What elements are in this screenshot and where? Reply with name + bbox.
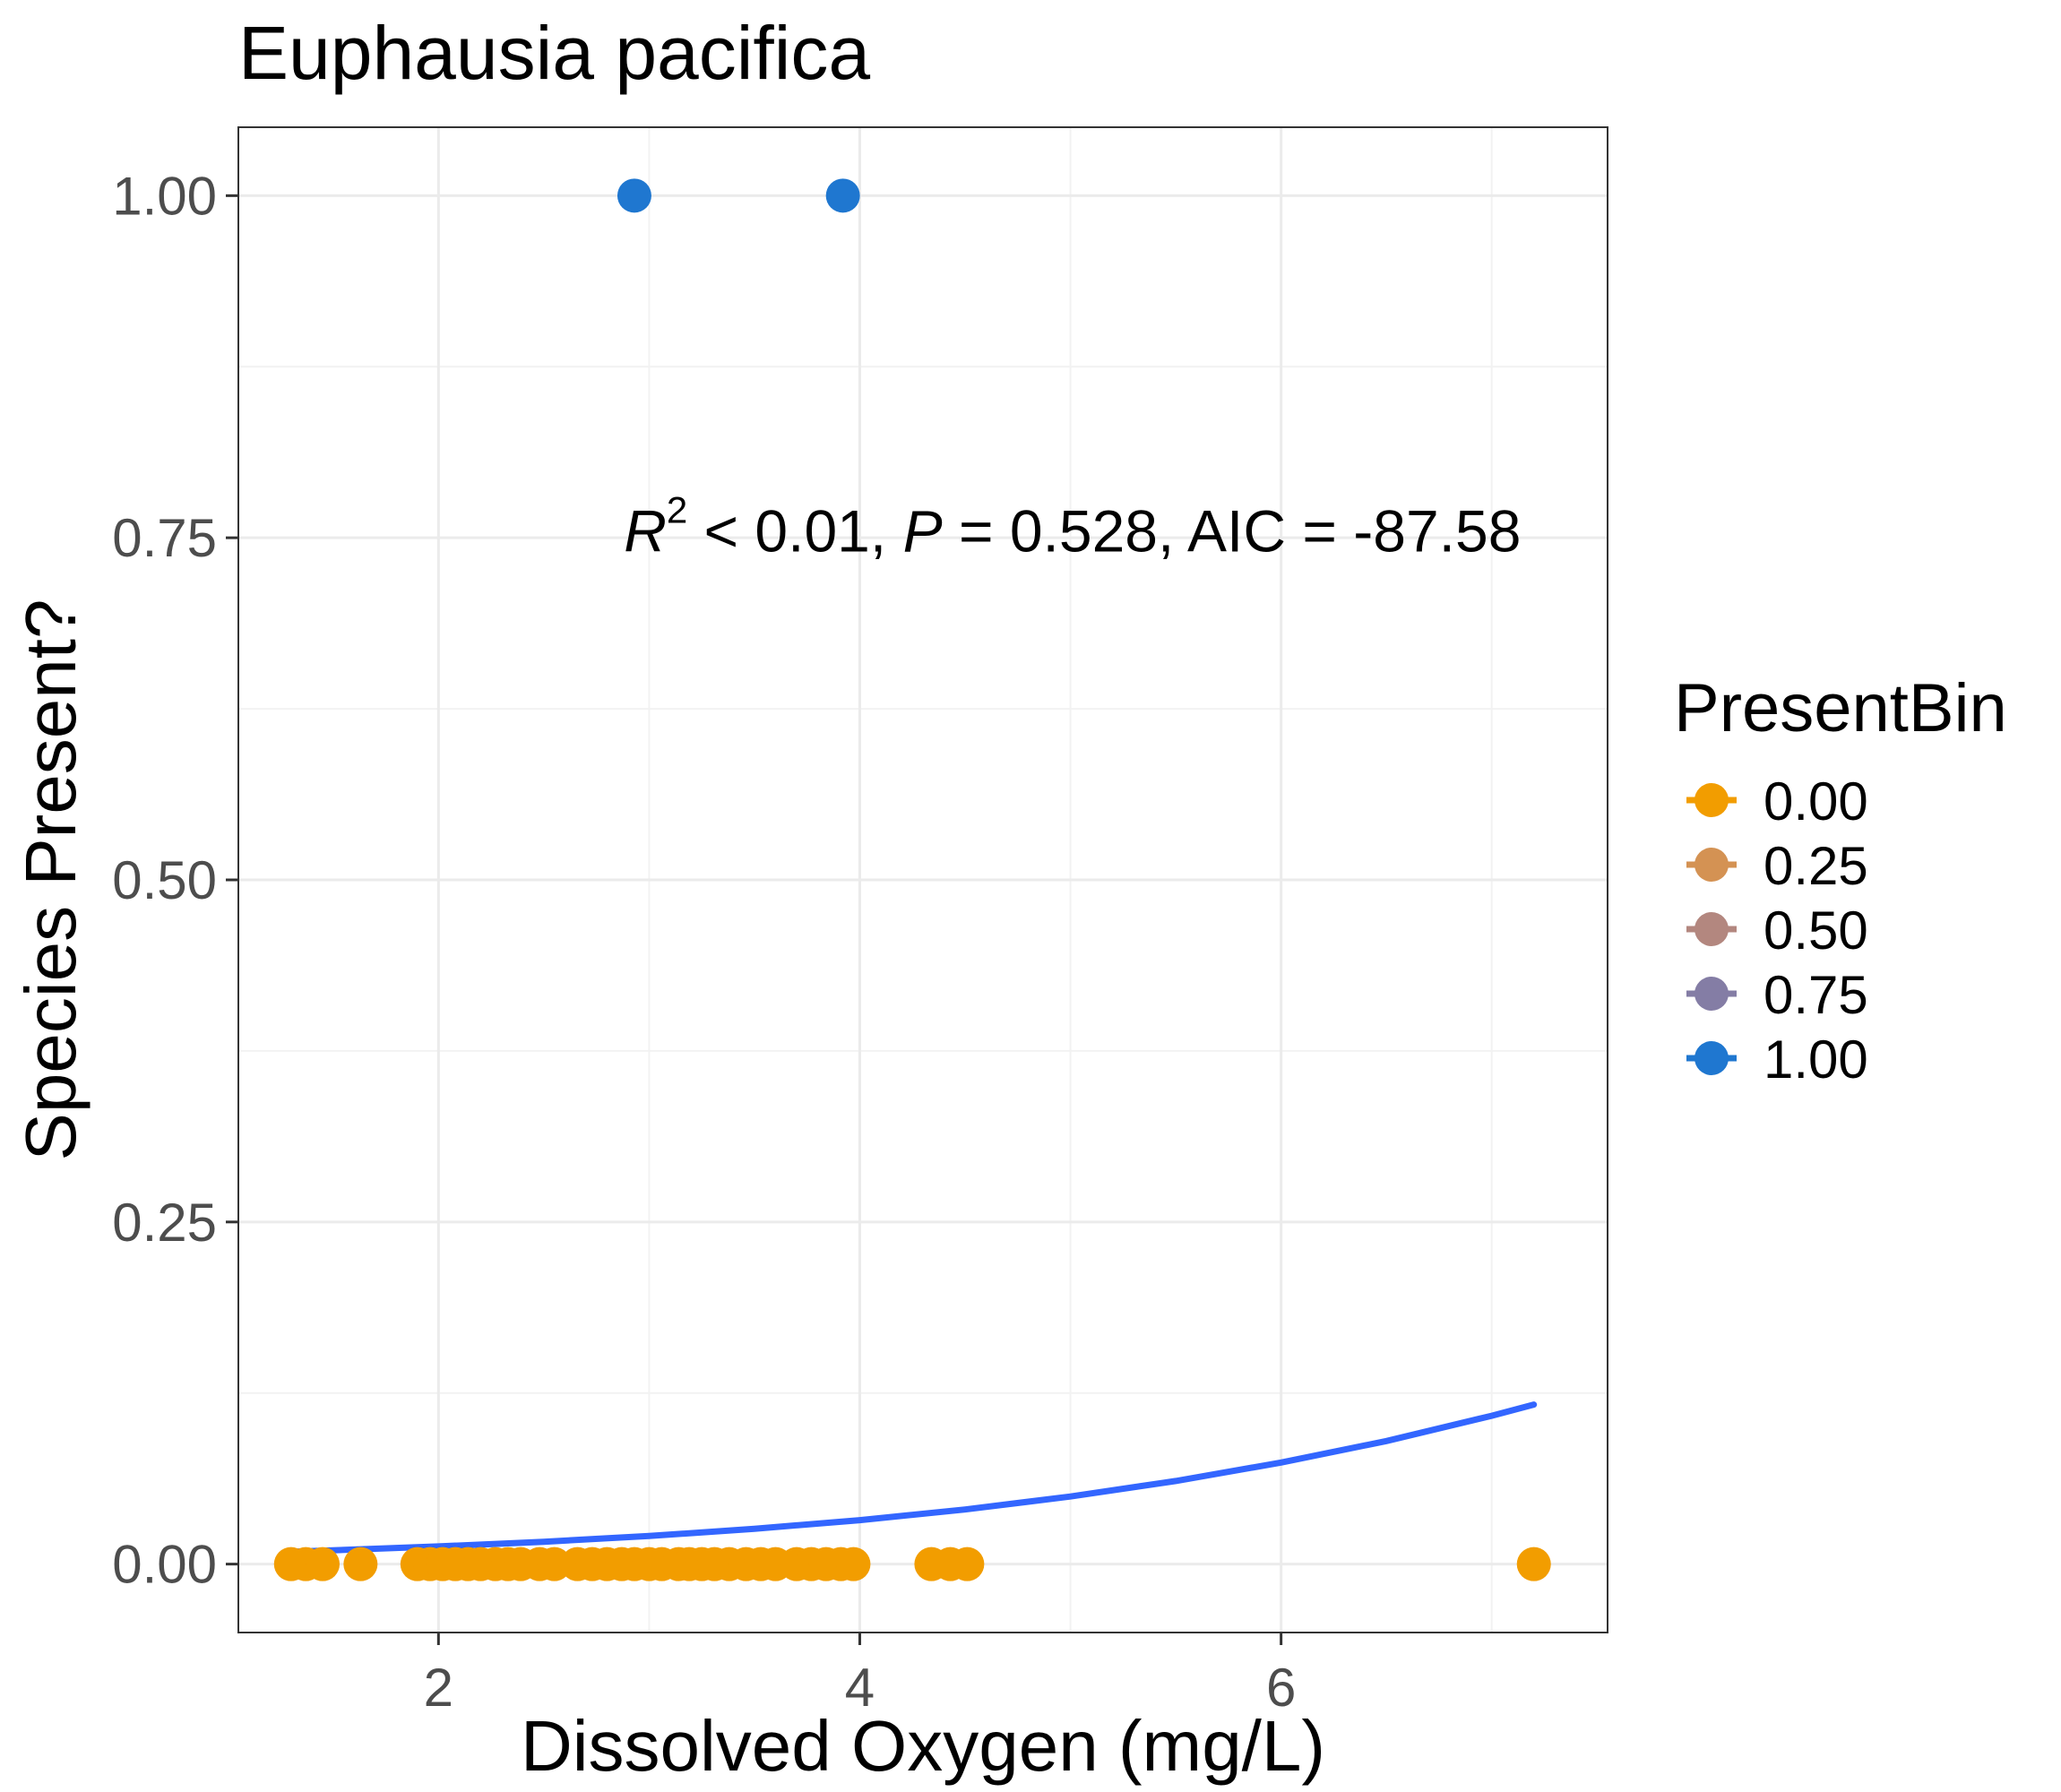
stats-annotation: R2 < 0.01, P = 0.528, AIC = -87.58 <box>624 488 1521 564</box>
x-tick-label: 2 <box>424 1658 453 1718</box>
legend-item: 1.00 <box>1686 1030 1868 1090</box>
x-tick-label: 6 <box>1266 1658 1296 1718</box>
data-point <box>617 178 651 213</box>
x-tick-label: 4 <box>845 1658 875 1718</box>
fit-line-layer <box>288 1401 1538 1555</box>
fit-curve <box>288 1401 1538 1555</box>
y-tick-label: 0.25 <box>112 1193 217 1253</box>
data-point <box>950 1546 985 1581</box>
y-axis: 0.00 0.25 0.50 0.75 1.00 <box>112 166 238 1595</box>
y-tick-label: 0.00 <box>112 1535 217 1595</box>
legend-label: 0.00 <box>1763 771 1868 831</box>
y-axis-label: Species Present? <box>11 599 91 1160</box>
chart-title: Euphausia pacifica <box>238 11 870 95</box>
data-points <box>273 178 1551 1581</box>
y-tick-label: 0.75 <box>112 508 217 568</box>
legend-item: 0.00 <box>1686 771 1868 831</box>
legend-item: 0.25 <box>1686 836 1868 896</box>
legend-item: 0.50 <box>1686 900 1868 961</box>
y-tick-label: 1.00 <box>112 166 217 226</box>
y-tick-label: 0.50 <box>112 850 217 910</box>
legend-label: 1.00 <box>1763 1030 1868 1090</box>
x-axis-label: Dissolved Oxygen (mg/L) <box>521 1706 1325 1786</box>
legend-label: 0.50 <box>1763 900 1868 961</box>
x-axis: 2 4 6 <box>424 1633 1296 1718</box>
legend-label: 0.25 <box>1763 836 1868 896</box>
legend-item: 0.75 <box>1686 965 1868 1025</box>
data-point <box>836 1546 871 1581</box>
data-point <box>1516 1546 1551 1581</box>
legend-key-point <box>1695 783 1729 817</box>
legend-key-point <box>1695 848 1729 882</box>
data-point <box>343 1546 378 1581</box>
legend-label: 0.75 <box>1763 965 1868 1025</box>
legend-title: PresentBin <box>1674 670 2007 746</box>
legend-key-point <box>1695 1041 1729 1075</box>
legend-key-point <box>1695 912 1729 946</box>
data-point <box>306 1546 341 1581</box>
legend-key-point <box>1695 977 1729 1011</box>
legend: PresentBin 0.000.250.500.751.00 <box>1674 670 2007 1090</box>
data-point <box>825 178 860 213</box>
